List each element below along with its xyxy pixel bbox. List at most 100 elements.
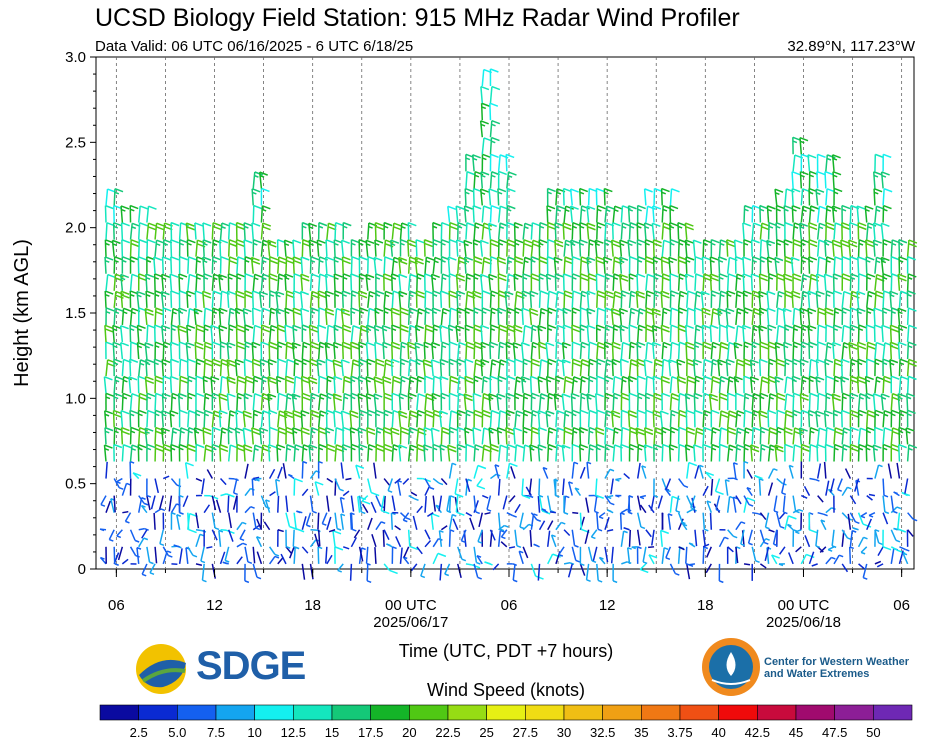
- barb-half-feather: [334, 259, 339, 263]
- barb-feather: [564, 290, 573, 295]
- barb-staff: [561, 342, 565, 360]
- barb-staff: [571, 359, 574, 377]
- barb-feather: [614, 205, 624, 210]
- barb-staff: [227, 512, 232, 529]
- barb-half-feather: [100, 503, 106, 507]
- barb-half-feather: [481, 345, 486, 349]
- wind-barb: [448, 341, 458, 360]
- barb-staff: [277, 427, 280, 445]
- barb-half-feather: [244, 328, 250, 331]
- barb-half-feather: [441, 259, 446, 263]
- wind-barb: [651, 307, 662, 326]
- wind-barb: [146, 495, 151, 511]
- barb-staff: [277, 495, 280, 513]
- barb-feather: [540, 393, 550, 398]
- barb-half-feather: [161, 294, 167, 298]
- barb-half-feather: [250, 506, 255, 509]
- barb-staff: [579, 512, 583, 530]
- barb-feather: [456, 239, 465, 244]
- wind-barb: [496, 256, 507, 274]
- barb-half-feather: [401, 225, 406, 229]
- barb-half-feather: [596, 447, 601, 451]
- barb-staff: [399, 376, 403, 394]
- barb-half-feather: [408, 396, 413, 400]
- barb-feather: [212, 358, 221, 363]
- wind-barb: [529, 375, 539, 394]
- wind-barb: [178, 548, 183, 564]
- barb-staff: [399, 547, 403, 564]
- wind-barb: [669, 238, 679, 257]
- wind-barb: [489, 375, 499, 394]
- barb-staff: [439, 290, 443, 308]
- wind-barb: [514, 444, 525, 462]
- wind-barb: [660, 256, 671, 274]
- barb-half-feather: [137, 328, 143, 332]
- barb-staff: [104, 427, 107, 445]
- barb-feather: [547, 187, 556, 193]
- wind-barb: [121, 444, 132, 462]
- barb-feather: [466, 345, 475, 350]
- barb-feather: [521, 341, 530, 347]
- wind-barb: [357, 375, 367, 394]
- barb-feather: [186, 226, 195, 231]
- barb-staff: [326, 376, 329, 394]
- wind-barb: [579, 205, 590, 223]
- barb-staff: [446, 495, 451, 511]
- wind-barb: [186, 358, 196, 377]
- wind-barb: [308, 239, 318, 257]
- barb-staff: [300, 274, 304, 291]
- barb-staff: [561, 478, 565, 496]
- wind-barb: [398, 273, 408, 291]
- barb-feather: [556, 444, 566, 449]
- barb-half-feather: [637, 345, 642, 349]
- barb-staff: [546, 495, 552, 511]
- wind-barb: [105, 273, 116, 291]
- wind-barb: [538, 520, 546, 531]
- wind-barb: [399, 547, 403, 564]
- wind-barb: [669, 426, 680, 445]
- barb-staff: [537, 325, 541, 343]
- barb-half-feather: [438, 482, 444, 486]
- barb-feather: [597, 290, 606, 295]
- wind-barb: [465, 341, 475, 360]
- barb-half-feather: [259, 430, 265, 434]
- barb-staff: [264, 499, 271, 513]
- barb-staff: [555, 188, 558, 206]
- barb-staff: [202, 376, 205, 394]
- wind-barb: [448, 290, 458, 308]
- barb-staff: [628, 222, 632, 240]
- barb-staff: [643, 222, 647, 240]
- barb-half-feather: [538, 379, 543, 383]
- wind-barb: [473, 495, 480, 515]
- barb-staff: [481, 223, 485, 240]
- barb-feather: [604, 341, 614, 346]
- barb-feather: [113, 409, 122, 415]
- barb-staff: [301, 563, 306, 580]
- barb-staff: [571, 462, 575, 479]
- barb-staff: [203, 393, 207, 411]
- barb-feather: [114, 256, 123, 261]
- barb-feather: [122, 256, 131, 261]
- wind-barb: [300, 273, 310, 291]
- barb-staff: [555, 308, 559, 326]
- barb-staff: [488, 427, 492, 445]
- barb-staff: [383, 563, 391, 571]
- barb-staff: [628, 359, 632, 377]
- barb-feather: [374, 376, 383, 381]
- wind-barb: [669, 307, 680, 325]
- barb-feather: [471, 564, 481, 569]
- barb-feather: [449, 341, 458, 346]
- barb-staff: [277, 410, 281, 428]
- barb-staff: [244, 546, 249, 562]
- barb-staff: [195, 273, 198, 291]
- barb-half-feather: [473, 242, 478, 246]
- barb-half-feather: [586, 461, 592, 465]
- barb-staff: [636, 462, 641, 479]
- barb-staff: [170, 503, 178, 514]
- barb-staff: [251, 427, 254, 445]
- barb-half-feather: [139, 362, 145, 366]
- wind-barb: [342, 324, 352, 343]
- barb-staff: [251, 478, 254, 496]
- barb-staff: [653, 359, 656, 377]
- barb-half-feather: [255, 527, 261, 531]
